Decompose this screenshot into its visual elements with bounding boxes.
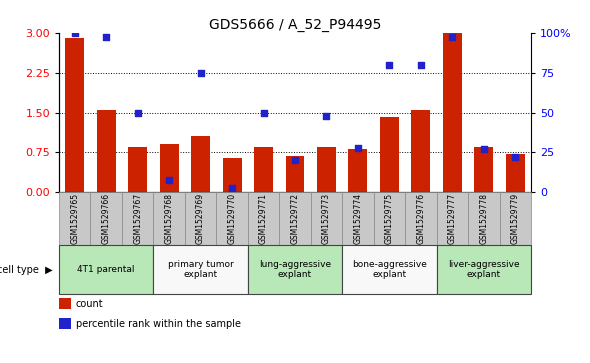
Bar <box>185 192 217 245</box>
Point <box>353 145 363 151</box>
Text: primary tumor
explant: primary tumor explant <box>168 260 234 279</box>
Bar <box>254 147 273 192</box>
Bar <box>468 192 500 245</box>
Bar <box>122 192 153 245</box>
Text: GSM1529778: GSM1529778 <box>479 193 489 244</box>
Title: GDS5666 / A_52_P94495: GDS5666 / A_52_P94495 <box>209 18 381 32</box>
Bar <box>500 192 531 245</box>
Text: GSM1529774: GSM1529774 <box>353 193 362 244</box>
Point <box>227 185 237 191</box>
Text: count: count <box>76 299 103 309</box>
Text: GSM1529779: GSM1529779 <box>511 193 520 244</box>
Bar <box>153 245 248 294</box>
Text: cell type  ▶: cell type ▶ <box>0 265 53 274</box>
Point <box>290 158 300 163</box>
Point <box>133 110 142 115</box>
Text: GSM1529773: GSM1529773 <box>322 193 331 244</box>
Bar <box>59 318 71 329</box>
Bar <box>65 38 84 192</box>
Bar <box>373 192 405 245</box>
Text: liver-aggressive
explant: liver-aggressive explant <box>448 260 520 279</box>
Text: GSM1529767: GSM1529767 <box>133 193 142 244</box>
Point <box>259 110 268 115</box>
Bar <box>474 147 493 192</box>
Text: GSM1529776: GSM1529776 <box>417 193 425 244</box>
Point <box>448 34 457 40</box>
Bar <box>380 117 399 192</box>
Text: GSM1529777: GSM1529777 <box>448 193 457 244</box>
Bar <box>153 192 185 245</box>
Bar <box>90 192 122 245</box>
Bar <box>411 110 430 192</box>
Bar <box>311 192 342 245</box>
Text: GSM1529769: GSM1529769 <box>196 193 205 244</box>
Bar <box>286 156 304 192</box>
Point <box>101 34 111 40</box>
Bar <box>59 245 153 294</box>
Bar <box>217 192 248 245</box>
Bar <box>405 192 437 245</box>
Point <box>322 113 331 119</box>
Point <box>196 70 205 76</box>
Point <box>416 62 425 68</box>
Text: GSM1529768: GSM1529768 <box>165 193 173 244</box>
Bar <box>59 192 90 245</box>
Bar <box>349 149 368 192</box>
Text: GSM1529772: GSM1529772 <box>290 193 300 244</box>
Point <box>165 177 174 183</box>
Bar <box>342 192 373 245</box>
Bar <box>248 192 279 245</box>
Bar <box>222 158 241 192</box>
Bar <box>97 110 116 192</box>
Text: GSM1529766: GSM1529766 <box>101 193 111 244</box>
Text: bone-aggressive
explant: bone-aggressive explant <box>352 260 427 279</box>
Bar <box>191 136 210 192</box>
Point <box>385 62 394 68</box>
Text: GSM1529765: GSM1529765 <box>70 193 79 244</box>
Text: GSM1529770: GSM1529770 <box>228 193 237 244</box>
Bar <box>437 245 531 294</box>
Text: percentile rank within the sample: percentile rank within the sample <box>76 319 241 329</box>
Bar <box>506 154 525 192</box>
Bar <box>443 33 462 192</box>
Bar <box>317 147 336 192</box>
Bar <box>160 144 179 192</box>
Text: lung-aggressive
explant: lung-aggressive explant <box>259 260 331 279</box>
Text: GSM1529775: GSM1529775 <box>385 193 394 244</box>
Bar <box>128 147 147 192</box>
Text: 4T1 parental: 4T1 parental <box>77 265 135 274</box>
Point <box>479 146 489 152</box>
Bar <box>248 245 342 294</box>
Bar <box>279 192 311 245</box>
Bar <box>59 298 71 309</box>
Bar <box>342 245 437 294</box>
Text: GSM1529771: GSM1529771 <box>259 193 268 244</box>
Point <box>510 154 520 160</box>
Point <box>70 30 80 36</box>
Bar <box>437 192 468 245</box>
